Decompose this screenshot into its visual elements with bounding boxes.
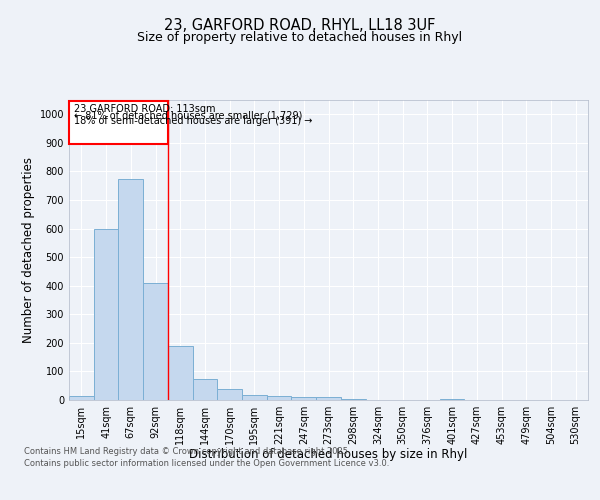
Bar	[267, 396, 292, 400]
Bar	[193, 378, 217, 400]
Text: 23, GARFORD ROAD, RHYL, LL18 3UF: 23, GARFORD ROAD, RHYL, LL18 3UF	[164, 18, 436, 32]
Text: 23 GARFORD ROAD: 113sqm: 23 GARFORD ROAD: 113sqm	[74, 104, 215, 114]
FancyBboxPatch shape	[69, 102, 168, 144]
Bar	[316, 397, 341, 400]
Bar	[168, 346, 193, 400]
X-axis label: Distribution of detached houses by size in Rhyl: Distribution of detached houses by size …	[190, 448, 467, 462]
Bar	[217, 390, 242, 400]
Text: Contains HM Land Registry data © Crown copyright and database right 2025.: Contains HM Land Registry data © Crown c…	[24, 448, 350, 456]
Text: Contains public sector information licensed under the Open Government Licence v3: Contains public sector information licen…	[24, 459, 389, 468]
Text: 18% of semi-detached houses are larger (391) →: 18% of semi-detached houses are larger (…	[74, 116, 313, 126]
Y-axis label: Number of detached properties: Number of detached properties	[22, 157, 35, 343]
Bar	[242, 395, 267, 400]
Bar	[143, 283, 168, 400]
Bar	[69, 396, 94, 400]
Bar	[341, 398, 365, 400]
Bar	[118, 178, 143, 400]
Bar	[94, 228, 118, 400]
Text: Size of property relative to detached houses in Rhyl: Size of property relative to detached ho…	[137, 31, 463, 44]
Bar	[292, 396, 316, 400]
Text: ← 81% of detached houses are smaller (1,729): ← 81% of detached houses are smaller (1,…	[74, 110, 302, 120]
